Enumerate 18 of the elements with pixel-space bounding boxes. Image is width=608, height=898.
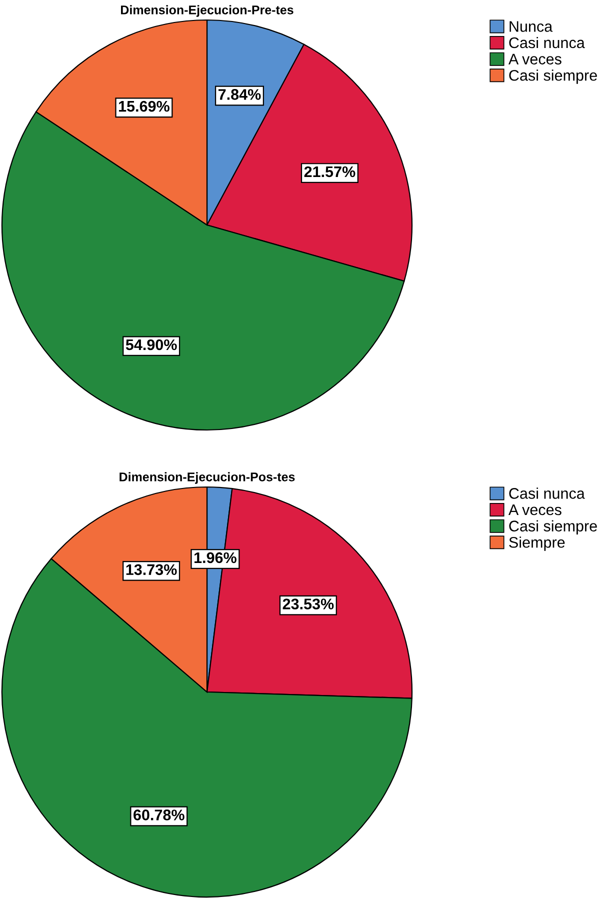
- data-label: 1.96%: [194, 552, 236, 564]
- legend-label: Nunca: [510, 21, 553, 32]
- data-label: 60.78%: [134, 810, 184, 820]
- legend-label: Siempre: [509, 536, 565, 551]
- data-label: 21.57%: [304, 166, 356, 178]
- legend-label: Casi nunca: [509, 36, 585, 48]
- chart-title: Dimension-Ejecucion-Pos-tes: [120, 472, 295, 484]
- legend-label: A veces: [508, 504, 562, 516]
- data-label: 54.90%: [126, 339, 177, 350]
- data-label: 23.53%: [282, 598, 334, 610]
- data-label: 7.84%: [218, 89, 261, 100]
- legend-label: Casi nunca: [509, 488, 585, 499]
- chart-title: Dimension-Ejecucion-Pre-tes: [121, 5, 294, 17]
- data-label: 13.73%: [126, 564, 177, 576]
- legend-label: Casi siempre: [509, 70, 597, 84]
- data-label: 15.69%: [119, 100, 170, 112]
- legend-label: A veces: [508, 54, 562, 64]
- legend-label: Casi siempre: [509, 520, 597, 535]
